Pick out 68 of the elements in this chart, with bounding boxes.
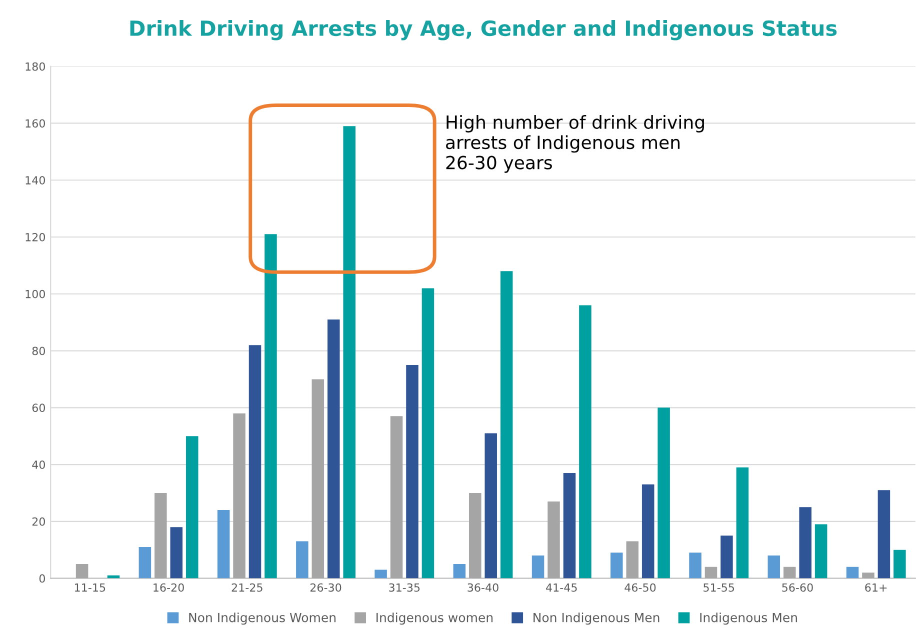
x-tick-label: 56-60 bbox=[782, 583, 813, 592]
legend-label: Indigenous Men bbox=[700, 612, 797, 625]
bar bbox=[327, 319, 340, 578]
bar bbox=[422, 288, 434, 578]
legend-label: Non Indigenous Men bbox=[534, 612, 660, 625]
y-tick-label: 160 bbox=[26, 119, 45, 128]
bar bbox=[312, 379, 324, 578]
bar bbox=[484, 433, 497, 578]
bar bbox=[768, 556, 780, 578]
bar bbox=[720, 536, 733, 578]
x-tick-label: 26-30 bbox=[310, 583, 342, 592]
bar bbox=[390, 416, 403, 578]
bar bbox=[76, 564, 88, 578]
bar bbox=[406, 364, 418, 578]
bar bbox=[343, 126, 356, 578]
bar bbox=[138, 546, 152, 578]
y-tick-label: 0 bbox=[39, 574, 45, 583]
y-tick-label: 180 bbox=[26, 62, 45, 71]
bar bbox=[689, 552, 702, 578]
bar bbox=[862, 572, 874, 578]
bar bbox=[563, 473, 576, 578]
bar bbox=[814, 524, 828, 578]
bar bbox=[453, 564, 466, 578]
bar bbox=[610, 552, 623, 578]
bar bbox=[248, 345, 262, 578]
bar bbox=[264, 234, 277, 578]
bar bbox=[469, 492, 482, 578]
y-tick-label: 100 bbox=[26, 290, 45, 298]
bar bbox=[783, 566, 796, 578]
bar bbox=[704, 566, 718, 578]
x-tick-label: 16-20 bbox=[154, 583, 184, 592]
x-tick-label: 21-25 bbox=[232, 583, 262, 592]
y-tick-label: 40 bbox=[32, 460, 45, 469]
bar bbox=[374, 570, 387, 578]
bar bbox=[296, 541, 308, 578]
y-tick-label: 140 bbox=[26, 176, 45, 184]
chart-title: Drink Driving Arrests by Age, Gender and Indigenous Status bbox=[130, 20, 837, 40]
legend-label: Non Indigenous Women bbox=[189, 612, 336, 625]
bar bbox=[217, 510, 230, 578]
bar bbox=[846, 566, 859, 578]
bar bbox=[233, 413, 246, 578]
bar bbox=[170, 527, 183, 578]
x-tick-label: 41-45 bbox=[546, 583, 577, 592]
y-tick-label: 20 bbox=[32, 517, 45, 526]
bar bbox=[894, 550, 906, 578]
bar bbox=[548, 501, 560, 578]
bar bbox=[626, 541, 639, 578]
bar bbox=[799, 507, 812, 578]
bar bbox=[532, 556, 544, 578]
bar bbox=[154, 492, 167, 578]
y-tick-label: 60 bbox=[32, 404, 45, 412]
bar bbox=[500, 271, 513, 578]
bar bbox=[736, 467, 749, 578]
bar bbox=[642, 484, 654, 578]
x-tick-label: 61+ bbox=[865, 583, 887, 592]
legend-label: Indigenous women bbox=[376, 612, 493, 625]
x-tick-label: 11-15 bbox=[74, 583, 106, 592]
bar bbox=[579, 305, 592, 578]
x-tick-label: 36-40 bbox=[468, 583, 498, 592]
bar bbox=[186, 436, 198, 578]
y-tick-label: 120 bbox=[26, 232, 45, 242]
y-tick-label: 80 bbox=[32, 346, 45, 356]
x-tick-label: 46-50 bbox=[624, 583, 656, 592]
bar bbox=[658, 408, 670, 578]
bar bbox=[878, 490, 890, 578]
x-tick-label: 51-55 bbox=[704, 583, 734, 592]
annotation: High number of drink driving arrests of Indigenous men 26-30 years bbox=[446, 114, 704, 173]
x-tick-label: 31-35 bbox=[389, 583, 420, 592]
